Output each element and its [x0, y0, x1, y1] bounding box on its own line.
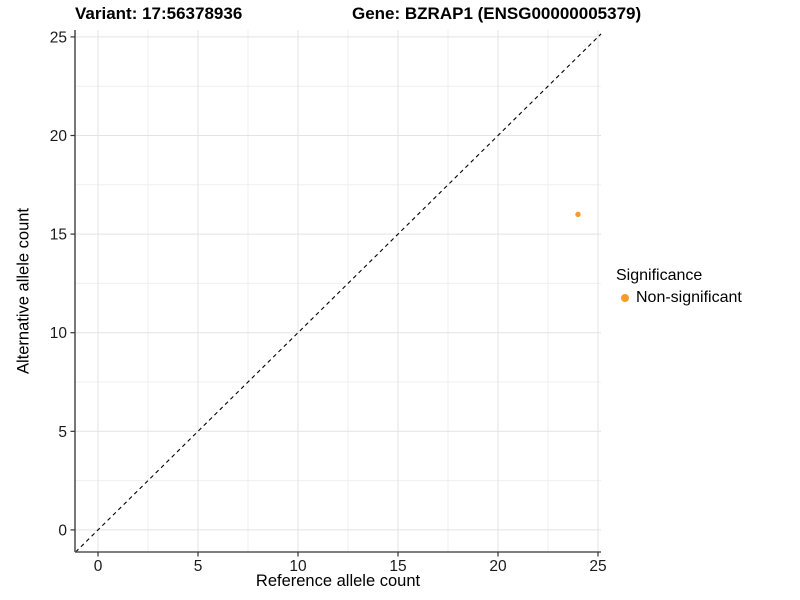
y-tick-label: 0: [58, 522, 67, 539]
y-tick-label: 15: [50, 227, 67, 244]
x-tick-label: 15: [389, 558, 406, 575]
x-axis-title: Reference allele count: [255, 572, 421, 590]
y-tick-label: 25: [50, 29, 67, 46]
x-tick-label: 25: [589, 558, 606, 575]
variant-title: Variant: 17:56378936: [75, 4, 243, 23]
legend-key: [616, 289, 634, 307]
x-tick-label: 20: [489, 558, 507, 575]
x-tick-label: 0: [94, 558, 103, 575]
legend-item-label: Non-significant: [636, 289, 742, 306]
legend-title: Significance: [616, 267, 703, 284]
y-tick-label: 10: [50, 325, 68, 342]
legend: Significance Non-significant: [616, 267, 742, 307]
gene-title: Gene: BZRAP1 (ENSG00000005379): [352, 4, 642, 23]
legend-item-non-significant: Non-significant: [616, 289, 742, 307]
x-tick-label: 10: [289, 558, 307, 575]
data-point: [575, 211, 581, 218]
y-tick-label: 20: [50, 128, 68, 145]
identity-dashed-line: [75, 33, 602, 553]
non-significant-dot-icon: [621, 294, 629, 302]
x-tick-label: 5: [194, 558, 203, 575]
y-tick-label: 5: [58, 424, 67, 441]
y-axis-title: Alternative allele count: [14, 207, 33, 375]
